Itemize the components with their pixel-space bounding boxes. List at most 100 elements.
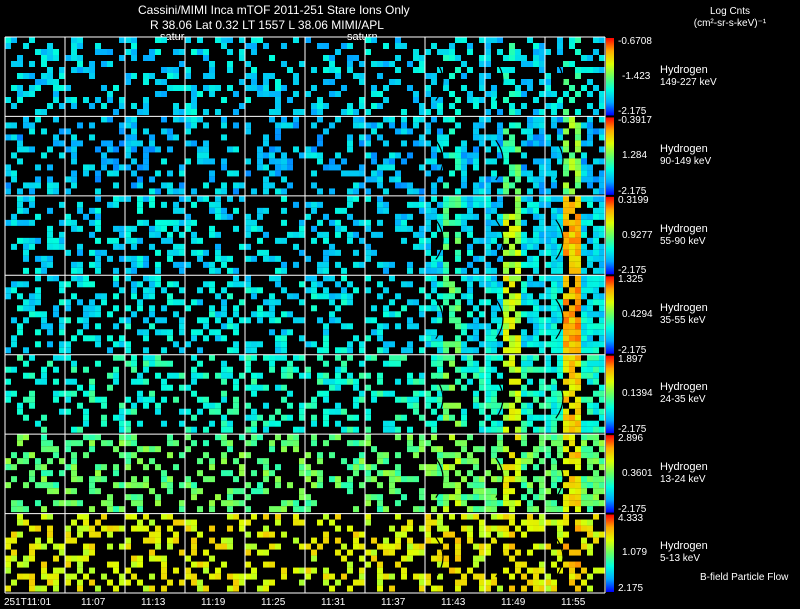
heatmap-pixel bbox=[557, 43, 563, 49]
heatmap-pixel bbox=[65, 347, 71, 354]
heatmap-pixel bbox=[431, 207, 437, 214]
heatmap-pixel bbox=[557, 225, 563, 232]
heatmap-pixel bbox=[359, 170, 365, 177]
heatmap-pixel bbox=[239, 243, 245, 250]
heatmap-pixel bbox=[47, 146, 53, 153]
heatmap-pixel bbox=[305, 372, 311, 379]
heatmap-pixel bbox=[509, 305, 515, 312]
heatmap-pixel bbox=[563, 335, 569, 342]
heatmap-pixel bbox=[449, 434, 455, 441]
heatmap-pixel bbox=[437, 494, 443, 501]
heatmap-pixel bbox=[227, 267, 233, 274]
heatmap-pixel bbox=[191, 103, 197, 109]
heatmap-pixel bbox=[587, 213, 593, 220]
heatmap-pixel bbox=[125, 494, 131, 501]
heatmap-pixel bbox=[389, 354, 395, 361]
heatmap-pixel bbox=[269, 561, 275, 568]
heatmap-pixel bbox=[17, 91, 23, 97]
heatmap-pixel bbox=[179, 109, 185, 115]
field-line bbox=[435, 219, 444, 260]
heatmap-pixel bbox=[485, 494, 491, 501]
heatmap-pixel bbox=[473, 122, 479, 129]
heatmap-pixel bbox=[191, 543, 197, 550]
heatmap-pixel bbox=[137, 396, 143, 403]
heatmap-pixel bbox=[503, 464, 509, 471]
heatmap-pixel bbox=[203, 152, 209, 159]
heatmap-pixel bbox=[275, 91, 281, 97]
heatmap-pixel bbox=[371, 152, 377, 159]
heatmap-pixel bbox=[533, 261, 539, 268]
heatmap-pixel bbox=[293, 243, 299, 250]
heatmap-pixel bbox=[11, 537, 17, 544]
heatmap-pixel bbox=[29, 476, 35, 483]
heatmap-pixel bbox=[539, 170, 545, 177]
heatmap-pixel bbox=[311, 293, 317, 300]
heatmap-pixel bbox=[515, 91, 521, 97]
heatmap-pixel bbox=[179, 452, 185, 459]
heatmap-pixel bbox=[17, 55, 23, 61]
heatmap-pixel bbox=[419, 440, 425, 447]
heatmap-pixel bbox=[359, 458, 365, 465]
heatmap-pixel bbox=[341, 287, 347, 294]
heatmap-pixel bbox=[575, 158, 581, 165]
heatmap-pixel bbox=[101, 116, 107, 123]
heatmap-pixel bbox=[131, 513, 137, 520]
heatmap-pixel bbox=[557, 519, 563, 526]
heatmap-pixel bbox=[125, 134, 131, 141]
heatmap-pixel bbox=[593, 176, 599, 183]
heatmap-pixel bbox=[239, 281, 245, 288]
heatmap-pixel bbox=[563, 91, 569, 97]
heatmap-pixel bbox=[401, 43, 407, 49]
heatmap-pixel bbox=[191, 372, 197, 379]
heatmap-pixel bbox=[131, 128, 137, 135]
heatmap-pixel bbox=[509, 182, 515, 189]
heatmap-pixel bbox=[389, 79, 395, 85]
heatmap-pixel bbox=[557, 555, 563, 562]
heatmap-pixel bbox=[71, 452, 77, 459]
heatmap-pixel bbox=[569, 335, 575, 342]
heatmap-pixel bbox=[83, 519, 89, 526]
heatmap-pixel bbox=[317, 281, 323, 288]
heatmap-pixel bbox=[599, 182, 605, 189]
heatmap-pixel bbox=[467, 201, 473, 208]
heatmap-pixel bbox=[59, 354, 65, 361]
heatmap-pixel bbox=[227, 408, 233, 415]
heatmap-pixel bbox=[41, 482, 47, 489]
heatmap-pixel bbox=[425, 579, 431, 586]
heatmap-pixel bbox=[509, 408, 515, 415]
heatmap-pixel bbox=[437, 146, 443, 153]
heatmap-pixel bbox=[467, 567, 473, 574]
heatmap-pixel bbox=[461, 201, 467, 208]
heatmap-pixel bbox=[539, 494, 545, 501]
heatmap-pixel bbox=[401, 531, 407, 538]
heatmap-pixel bbox=[179, 249, 185, 256]
heatmap-pixel bbox=[545, 488, 551, 495]
heatmap-pixel bbox=[551, 267, 557, 274]
heatmap-pixel bbox=[137, 482, 143, 489]
heatmap-pixel bbox=[377, 372, 383, 379]
heatmap-pixel bbox=[569, 237, 575, 244]
heatmap-pixel bbox=[533, 452, 539, 459]
heatmap-pixel bbox=[449, 287, 455, 294]
heatmap-pixel bbox=[59, 103, 65, 109]
heatmap-pixel bbox=[581, 567, 587, 574]
heatmap-pixel bbox=[419, 372, 425, 379]
heatmap-pixel bbox=[569, 354, 575, 361]
heatmap-pixel bbox=[443, 293, 449, 300]
heatmap-pixel bbox=[185, 85, 191, 91]
heatmap-pixel bbox=[179, 231, 185, 238]
heatmap-pixel bbox=[557, 213, 563, 220]
heatmap-pixel bbox=[581, 122, 587, 129]
heatmap-cell bbox=[125, 37, 185, 115]
heatmap-pixel bbox=[563, 323, 569, 330]
heatmap-pixel bbox=[137, 420, 143, 427]
heatmap-pixel bbox=[221, 134, 227, 141]
heatmap-pixel bbox=[485, 426, 491, 433]
heatmap-pixel bbox=[323, 378, 329, 385]
heatmap-pixel bbox=[545, 585, 551, 592]
heatmap-pixel bbox=[299, 402, 305, 409]
heatmap-pixel bbox=[173, 225, 179, 232]
heatmap-pixel bbox=[491, 170, 497, 177]
heatmap-pixel bbox=[593, 255, 599, 262]
heatmap-pixel bbox=[221, 287, 227, 294]
